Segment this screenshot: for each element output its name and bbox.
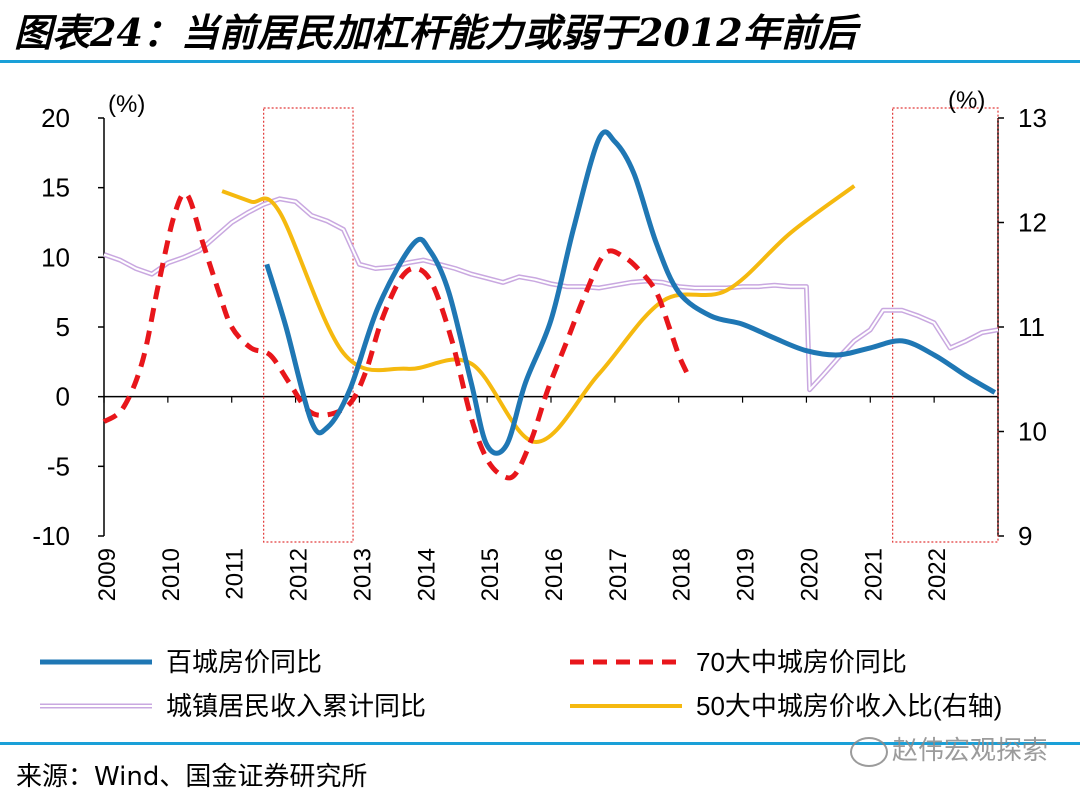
x-tick-label: 2013 [349,548,376,601]
x-tick-label: 2019 [733,548,760,601]
legend-label: 百城房价同比 [166,647,322,677]
left-tick-label: 0 [56,382,70,412]
chart-title: 图表24：当前居民加杠杆能力或弱于2012年前后 [14,10,857,55]
watermark-text: 赵伟宏观探索 [892,736,1049,766]
wechat-icon [850,736,888,767]
series-line-3 [103,196,999,393]
right-tick-label: 13 [1018,103,1047,133]
bottom-rule [0,742,1080,745]
left-axis-unit: (%) [108,91,145,118]
highlight-box [892,107,999,543]
left-tick-label: 5 [56,312,70,342]
right-tick-label: 9 [1018,521,1032,551]
x-tick-label: 2021 [860,548,887,601]
x-tick-label: 2012 [286,548,313,601]
legend-label: 70大中城房价同比 [696,647,907,677]
legend-label: 50大中城房价收入比(右轴) [696,691,1002,721]
top-rule [0,60,1080,63]
x-tick-label: 2016 [541,548,568,601]
source-note: 来源：Wind、国金证券研究所 [16,762,368,792]
right-tick-label: 12 [1018,208,1047,238]
x-tick-label: 2009 [94,548,121,601]
right-tick-label: 11 [1018,312,1045,342]
x-tick-label: 2011 [222,548,249,600]
right-tick-label: 10 [1018,417,1047,447]
watermark: 赵伟宏观探索 [850,730,1048,767]
series-layer [102,129,999,481]
left-tick-label: 10 [41,242,70,272]
left-tick-label: 15 [41,173,70,203]
x-tick-label: 2018 [669,548,696,601]
left-tick-label: -5 [47,451,70,481]
left-tick-label: 20 [41,103,70,133]
x-tick-label: 2014 [413,548,440,601]
legend-label: 城镇居民收入累计同比 [166,691,426,721]
series-line-3-inner [103,197,999,391]
highlight-box [263,107,354,543]
x-tick-label: 2020 [796,548,823,601]
right-axis-unit: (%) [948,87,985,114]
series-line-4 [221,184,856,444]
x-tick-label: 2017 [605,548,632,601]
series-line-1 [264,129,997,456]
x-tick-label: 2022 [924,548,951,601]
highlight-boxes [263,107,999,543]
series-line-2 [102,191,691,481]
left-tick-label: -10 [32,521,70,551]
x-tick-label: 2010 [158,548,185,601]
x-tick-label: 2015 [477,548,504,601]
